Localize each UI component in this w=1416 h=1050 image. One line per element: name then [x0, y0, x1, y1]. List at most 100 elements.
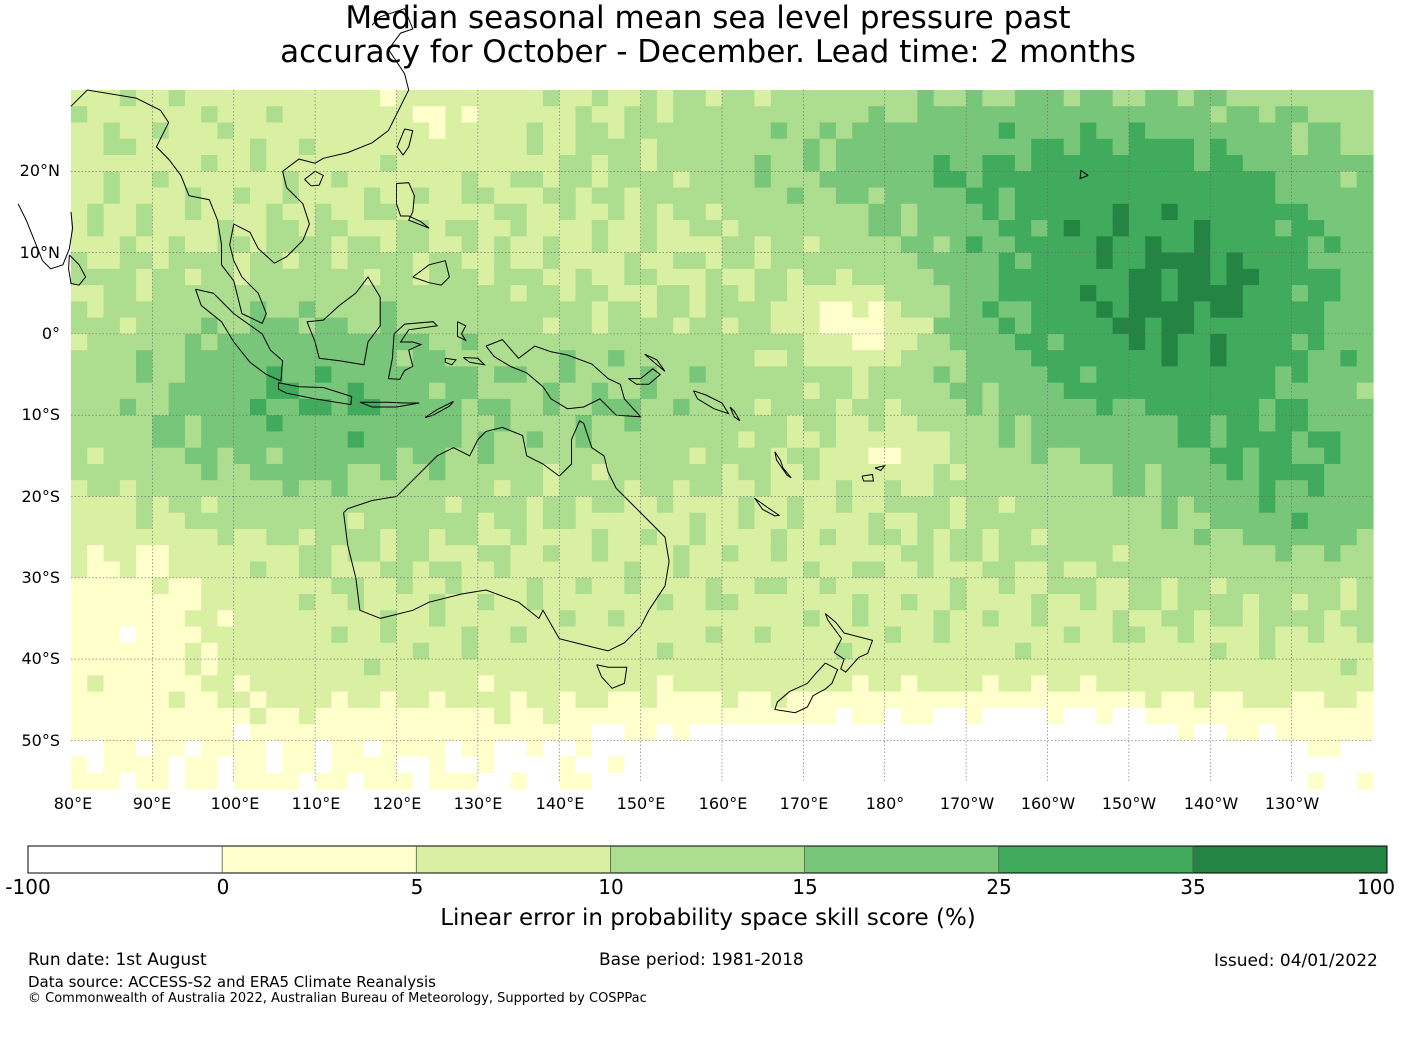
- skill-cell: [884, 740, 902, 758]
- skill-cell: [461, 528, 479, 546]
- skill-cell: [412, 431, 430, 449]
- skill-cell: [184, 203, 202, 221]
- skill-cell: [1356, 691, 1374, 709]
- skill-cell: [1210, 301, 1228, 319]
- skill-cell: [884, 480, 902, 498]
- skill-cell: [380, 90, 398, 107]
- skill-cell: [1275, 236, 1293, 254]
- skill-cell: [852, 756, 870, 774]
- skill-cell: [982, 301, 1000, 319]
- skill-cell: [884, 528, 902, 546]
- skill-cell: [673, 317, 691, 335]
- skill-cell: [1307, 431, 1325, 449]
- skill-cell: [901, 252, 918, 270]
- skill-cell: [331, 106, 349, 124]
- skill-cell: [575, 675, 593, 693]
- skill-cell: [184, 90, 202, 107]
- skill-cell: [1193, 756, 1211, 774]
- skill-cell: [819, 366, 837, 384]
- skill-cell: [738, 350, 756, 367]
- skill-cell: [1096, 642, 1114, 660]
- skill-cell: [396, 463, 414, 481]
- skill-cell: [494, 480, 512, 498]
- skill-cell: [168, 626, 186, 644]
- skill-cell: [331, 642, 349, 660]
- skill-cell: [461, 577, 479, 595]
- skill-cell: [412, 707, 430, 725]
- skill-cell: [852, 220, 870, 237]
- skill-cell: [933, 756, 951, 774]
- skill-cell: [624, 268, 642, 286]
- skill-cell: [1031, 187, 1049, 205]
- skill-cell: [1340, 268, 1358, 286]
- skill-cell: [315, 707, 332, 725]
- skill-cell: [998, 463, 1016, 481]
- skill-cell: [87, 236, 105, 254]
- skill-cell: [982, 138, 1000, 156]
- skill-cell: [998, 155, 1016, 172]
- skill-cell: [184, 333, 202, 351]
- skill-cell: [917, 350, 935, 367]
- skill-cell: [1014, 90, 1032, 107]
- skill-cell: [575, 626, 593, 644]
- skill-cell: [1080, 707, 1097, 725]
- skill-cell: [998, 122, 1016, 140]
- skill-cell: [298, 236, 316, 254]
- skill-cell: [1226, 707, 1244, 725]
- skill-cell: [136, 642, 153, 660]
- skill-cell: [852, 90, 870, 107]
- skill-cell: [982, 528, 1000, 546]
- skill-cell: [1291, 382, 1309, 400]
- skill-cell: [1177, 285, 1195, 302]
- skill-cell: [217, 187, 235, 205]
- skill-cell: [1112, 707, 1130, 725]
- skill-cell: [998, 642, 1016, 660]
- skill-cell: [1112, 317, 1130, 335]
- skill-cell: [298, 301, 316, 319]
- skill-cell: [1177, 642, 1195, 660]
- skill-cell: [1080, 90, 1097, 107]
- skill-cell: [1210, 138, 1228, 156]
- skill-cell: [542, 480, 560, 498]
- skill-cell: [901, 333, 918, 351]
- skill-cell: [998, 594, 1016, 611]
- skill-cell: [510, 366, 528, 384]
- skill-cell: [315, 447, 332, 465]
- skill-cell: [770, 431, 788, 449]
- skill-cell: [1014, 594, 1032, 611]
- skill-cell: [136, 691, 153, 709]
- skill-cell: [429, 187, 446, 205]
- skill-cell: [673, 626, 691, 644]
- skill-cell: [347, 447, 365, 465]
- skill-cell: [1128, 577, 1146, 595]
- skill-cell: [1210, 220, 1228, 237]
- skill-cell: [949, 268, 967, 286]
- skill-cell: [901, 756, 918, 774]
- skill-cell: [298, 447, 316, 465]
- skill-cell: [1145, 756, 1163, 774]
- skill-cell: [87, 431, 105, 449]
- skill-cell: [998, 187, 1016, 205]
- skill-cell: [87, 512, 105, 530]
- skill-cell: [542, 106, 560, 124]
- skill-cell: [901, 447, 918, 465]
- skill-cell: [1259, 285, 1276, 302]
- skill-cell: [461, 626, 479, 644]
- skill-cell: [1242, 301, 1260, 319]
- skill-cell: [787, 366, 804, 384]
- skill-cell: [201, 740, 219, 758]
- skill-cell: [640, 268, 658, 286]
- skill-cell: [494, 740, 512, 758]
- skill-cell: [1307, 512, 1325, 530]
- skill-cell: [754, 382, 772, 400]
- skill-cell: [1031, 724, 1049, 741]
- skill-cell: [559, 561, 577, 579]
- skill-cell: [103, 138, 121, 156]
- skill-cell: [412, 756, 430, 774]
- skill-cell: [982, 317, 1000, 335]
- skill-cell: [770, 724, 788, 741]
- skill-cell: [1014, 707, 1032, 725]
- skill-cell: [298, 171, 316, 189]
- skill-cell: [429, 220, 446, 237]
- skill-cell: [933, 285, 951, 302]
